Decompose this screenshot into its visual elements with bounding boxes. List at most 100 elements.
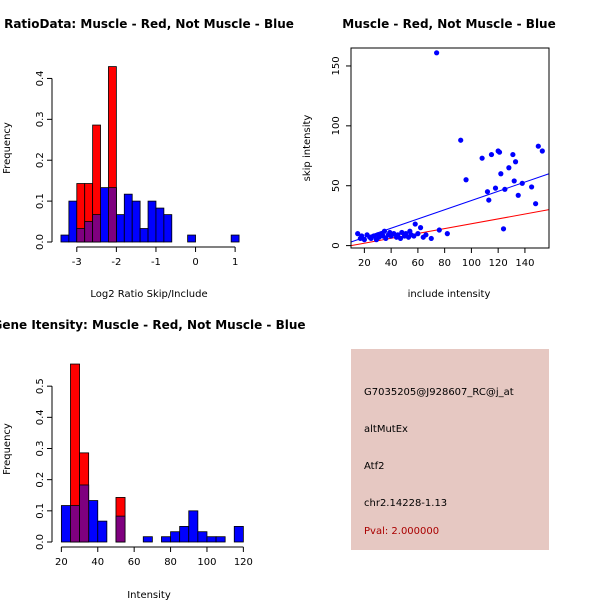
ratio-bar-overlap-3 — [108, 187, 117, 243]
pval-text: Pval: 2.000000 — [364, 526, 440, 537]
scatter-point-56 — [529, 184, 535, 190]
scatter-plot-box — [350, 47, 550, 249]
intensity-histogram-ylabel: Frequency — [2, 423, 13, 475]
scatter-point-57 — [533, 201, 539, 207]
scatter-point-24 — [403, 231, 409, 237]
info-panel: G7035205@J928607_RC@j_at altMutEx Atf2 c… — [351, 349, 549, 550]
intensity-bar-notmuscle-11 — [197, 531, 208, 543]
scatter-point-10 — [376, 234, 382, 240]
intensity-histogram-xlabel: Intensity — [127, 590, 171, 600]
scatter-point-44 — [492, 185, 499, 191]
intensity-x-tick-label-3: 80 — [164, 557, 177, 568]
scatter-point-34 — [428, 235, 434, 242]
ratio-bar-notmuscle-8 — [123, 193, 133, 243]
scatter-x-tick-label-3: 80 — [438, 258, 451, 269]
intensity-bar-notmuscle-6 — [142, 536, 153, 543]
scatter-x-tick-label-4: 100 — [462, 258, 481, 269]
ratio-bar-notmuscle-12 — [155, 207, 165, 243]
gene-name-text: Atf2 — [364, 461, 385, 472]
scatter-point-18 — [391, 231, 397, 237]
intensity-bar-overlap-2 — [115, 515, 126, 543]
scatter-point-33 — [423, 232, 429, 238]
ratio-bar-notmuscle-0 — [60, 234, 70, 243]
scatter-point-38 — [458, 137, 464, 143]
scatter-point-46 — [496, 149, 503, 155]
scatter-plot-title: Muscle - Red, Not Muscle - Blue — [342, 17, 556, 31]
intensity-bar-notmuscle-12 — [206, 536, 217, 543]
scatter-point-47 — [498, 171, 504, 177]
intensity-y-tick-label-1: 0.1 — [35, 503, 46, 519]
ratio-bar-notmuscle-5 — [100, 187, 109, 243]
ratio-y-tick-label-2: 0.2 — [35, 152, 46, 168]
scatter-point-43 — [488, 151, 495, 158]
scatter-plot-xlabel: include intensity — [408, 289, 491, 300]
scatter-point-55 — [519, 180, 525, 186]
scatter-point-30 — [415, 231, 421, 237]
scatter-point-13 — [381, 228, 388, 234]
scatter-point-36 — [436, 227, 442, 233]
intensity-bar-notmuscle-3 — [88, 500, 99, 543]
scatter-point-39 — [463, 177, 469, 183]
scatter-point-7 — [371, 233, 377, 239]
ratio-bar-overlap-2 — [92, 214, 101, 243]
scatter-point-51 — [510, 151, 516, 158]
scatter-x-tick-label-0: 20 — [358, 258, 371, 269]
probe-id-text: G7035205@J928607_RC@j_at — [364, 387, 514, 398]
intensity-histogram-title: Gene Itensity: Muscle - Red, Not Muscle … — [0, 318, 306, 332]
ratio-histogram-bars — [60, 66, 240, 243]
intensity-bar-notmuscle-8 — [170, 531, 181, 543]
scatter-point-21 — [397, 235, 404, 242]
scatter-point-48 — [500, 226, 507, 232]
intensity-x-tick-label-1: 40 — [91, 557, 104, 568]
intensity-x-tick-label-4: 100 — [197, 557, 216, 568]
intensity-bar-notmuscle-14 — [233, 526, 244, 543]
scatter-point-22 — [399, 229, 405, 236]
ratio-y-tick-label-4: 0.4 — [35, 70, 46, 86]
ratio-histogram-axes: -3 -2 -1 0 1 0.0 0.1 0.2 0.3 0.4 — [35, 70, 238, 268]
scatter-y-tick-label-0: 0 — [331, 242, 342, 248]
ratio-bar-notmuscle-15 — [230, 234, 240, 243]
intensity-bar-notmuscle-0 — [60, 505, 71, 543]
scatter-plot-marks — [350, 50, 550, 247]
ratio-bar-notmuscle-11 — [147, 200, 157, 243]
ratio-bar-notmuscle-10 — [139, 228, 149, 243]
ratio-x-tick-label-3: 0 — [192, 257, 198, 268]
scatter-point-40 — [479, 155, 485, 161]
scatter-point-2 — [359, 233, 365, 239]
ratio-histogram-ylabel: Frequency — [2, 122, 13, 174]
scatter-point-37 — [444, 231, 450, 237]
scatter-point-49 — [502, 186, 508, 192]
scatter-point-53 — [512, 159, 519, 165]
ratio-x-tick-label-2: -1 — [151, 257, 161, 268]
scatter-plot-ylabel: skip intensity — [302, 115, 313, 182]
scatter-point-42 — [486, 197, 492, 203]
scatter-y-tick-label-1: 50 — [331, 179, 342, 192]
scatter-y-tick-label-2: 100 — [331, 116, 342, 135]
ratio-y-tick-label-3: 0.3 — [35, 111, 46, 127]
ratio-x-tick-label-1: -2 — [111, 257, 121, 268]
scatter-point-3 — [361, 237, 367, 243]
scatter-x-tick-label-1: 40 — [385, 258, 398, 269]
scatter-x-tick-label-2: 60 — [412, 258, 425, 269]
intensity-bar-notmuscle-7 — [161, 536, 171, 543]
scatter-point-41 — [484, 189, 491, 195]
intensity-y-tick-label-4: 0.4 — [35, 409, 46, 425]
intensity-x-tick-label-2: 60 — [128, 557, 141, 568]
event-type-text: altMutEx — [364, 424, 408, 435]
ratio-bar-overlap-0 — [76, 228, 86, 243]
intensity-bar-notmuscle-9 — [179, 526, 190, 543]
scatter-point-52 — [511, 178, 517, 184]
scatter-x-tick-label-6: 140 — [515, 258, 534, 269]
scatter-y-tick-label-3: 150 — [331, 56, 342, 75]
ratio-histogram-title: RatioData: Muscle - Red, Not Muscle - Bl… — [4, 17, 294, 31]
ratio-x-tick-label-0: -3 — [72, 257, 82, 268]
scatter-point-28 — [411, 233, 417, 239]
scatter-point-59 — [539, 148, 545, 154]
scatter-plot-axes: 20 40 60 80 100 120 140 0 50 100 150 — [331, 47, 550, 269]
intensity-x-tick-label-0: 20 — [55, 557, 68, 568]
intensity-bar-notmuscle-10 — [188, 510, 199, 543]
scatter-point-50 — [506, 165, 512, 171]
intensity-bar-overlap-1 — [79, 484, 90, 543]
intensity-y-tick-label-2: 0.2 — [35, 472, 46, 488]
